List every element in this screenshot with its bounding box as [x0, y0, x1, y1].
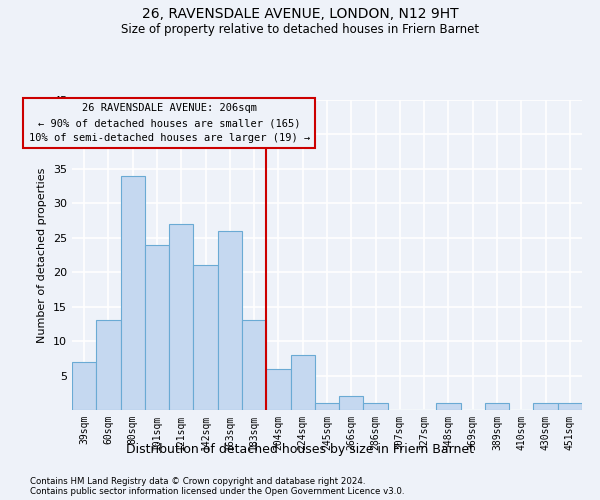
Bar [339, 396, 364, 410]
Bar [96, 320, 121, 410]
Text: Contains public sector information licensed under the Open Government Licence v3: Contains public sector information licen… [30, 488, 404, 496]
Bar [485, 403, 509, 410]
Text: Contains HM Land Registry data © Crown copyright and database right 2024.: Contains HM Land Registry data © Crown c… [30, 478, 365, 486]
Bar [242, 320, 266, 410]
Y-axis label: Number of detached properties: Number of detached properties [37, 168, 47, 342]
Bar [436, 403, 461, 410]
Bar [145, 244, 169, 410]
Bar [193, 266, 218, 410]
Bar [364, 403, 388, 410]
Bar [533, 403, 558, 410]
Text: 26, RAVENSDALE AVENUE, LONDON, N12 9HT: 26, RAVENSDALE AVENUE, LONDON, N12 9HT [142, 8, 458, 22]
Bar [266, 368, 290, 410]
Bar [558, 403, 582, 410]
Text: Size of property relative to detached houses in Friern Barnet: Size of property relative to detached ho… [121, 22, 479, 36]
Bar [121, 176, 145, 410]
Bar [169, 224, 193, 410]
Bar [290, 355, 315, 410]
Text: 26 RAVENSDALE AVENUE: 206sqm
← 90% of detached houses are smaller (165)
10% of s: 26 RAVENSDALE AVENUE: 206sqm ← 90% of de… [29, 104, 310, 143]
Bar [72, 362, 96, 410]
Text: Distribution of detached houses by size in Friern Barnet: Distribution of detached houses by size … [126, 442, 474, 456]
Bar [218, 231, 242, 410]
Bar [315, 403, 339, 410]
